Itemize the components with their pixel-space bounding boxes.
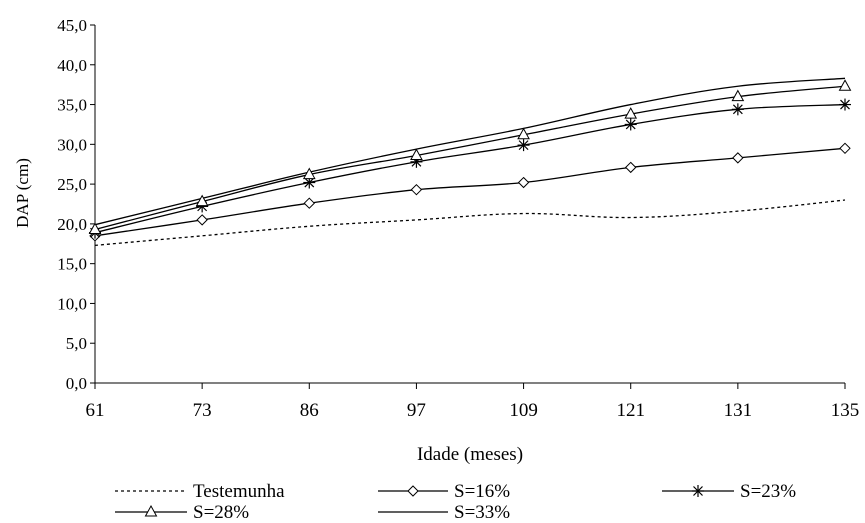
legend-item: S=33% — [378, 502, 510, 523]
legend-item: S=23% — [662, 481, 796, 502]
x-tick-labels: 61 73 86 97 109 121 131 135 — [86, 400, 860, 421]
star-marker-stroke — [304, 177, 315, 188]
diamond-marker — [407, 485, 419, 497]
legend-label: S=23% — [740, 481, 796, 502]
star-marker-stroke — [840, 99, 850, 110]
y-tick-label: 45,0 — [57, 16, 87, 35]
diamond-marker — [303, 197, 315, 209]
series-line-4 — [94, 77, 846, 226]
star-marker — [624, 118, 637, 131]
y-tick-label: 25,0 — [57, 175, 87, 194]
series-line-0 — [94, 199, 846, 247]
star-marker — [839, 98, 851, 111]
star-marker-stroke — [518, 140, 529, 151]
x-tick-label: 131 — [724, 400, 753, 421]
legend-label: S=33% — [454, 502, 510, 523]
diamond-marker — [732, 152, 744, 164]
y-tick-labels: 0,0 5,0 10,0 15,0 20,0 25,0 30,0 35,0 40,0 45,0 — [57, 16, 87, 393]
series-line-2 — [94, 103, 846, 234]
triangle-marker — [144, 504, 158, 517]
y-tick-label: 5,0 — [66, 334, 87, 353]
triangle-marker — [731, 89, 745, 102]
legend-item: S=28% — [115, 502, 249, 523]
diamond-marker — [196, 214, 208, 226]
triangle-marker — [517, 127, 530, 140]
y-tick-label: 0,0 — [66, 374, 87, 393]
diamond-marker — [517, 176, 530, 189]
y-tick-label: 20,0 — [57, 215, 87, 234]
star-marker — [731, 103, 744, 116]
legend-label: S=16% — [454, 481, 510, 502]
x-tick-label: 61 — [86, 400, 105, 421]
x-tick-label: 135 — [831, 400, 860, 421]
legend-item: Testemunha — [115, 481, 285, 502]
x-tick-label: 73 — [193, 400, 212, 421]
star-marker — [517, 139, 530, 152]
triangle-marker — [838, 79, 852, 91]
x-tick-label: 121 — [616, 400, 645, 421]
star-marker — [692, 485, 704, 497]
legend-item: S=16% — [378, 481, 510, 502]
x-tick-label: 97 — [407, 400, 426, 421]
star-marker-stroke — [732, 104, 743, 115]
diamond-marker — [839, 142, 851, 155]
legend-label: S=28% — [193, 502, 249, 523]
chart-legend: Testemunha S=16% S=23% S=28% S=33% — [115, 481, 796, 523]
legend-label: Testemunha — [193, 481, 285, 502]
star-marker — [303, 176, 316, 189]
series-line-3 — [94, 85, 846, 231]
y-tick-label: 40,0 — [57, 56, 87, 75]
y-tick-label: 30,0 — [57, 135, 87, 154]
series-markers — [88, 79, 852, 242]
diamond-marker — [625, 161, 637, 174]
star-marker-stroke — [693, 486, 703, 496]
y-tick-label: 15,0 — [57, 255, 87, 274]
triangle-marker — [410, 148, 423, 160]
y-tick-label: 35,0 — [57, 96, 87, 115]
x-tick-label: 109 — [509, 400, 538, 421]
y-tick-label: 10,0 — [57, 294, 87, 313]
x-axis-label: Idade (meses) — [417, 444, 523, 465]
triangle-marker — [624, 107, 638, 119]
chart-axes — [90, 24, 846, 389]
triangle-marker — [195, 194, 209, 207]
triangle-marker — [302, 167, 316, 180]
diamond-marker — [410, 183, 423, 196]
triangle-marker — [88, 222, 102, 234]
star-marker-stroke — [625, 119, 636, 130]
y-axis-label: DAP (cm) — [13, 158, 32, 228]
series-line-1 — [94, 147, 846, 237]
x-tick-label: 86 — [300, 400, 319, 421]
series-lines — [94, 77, 846, 247]
